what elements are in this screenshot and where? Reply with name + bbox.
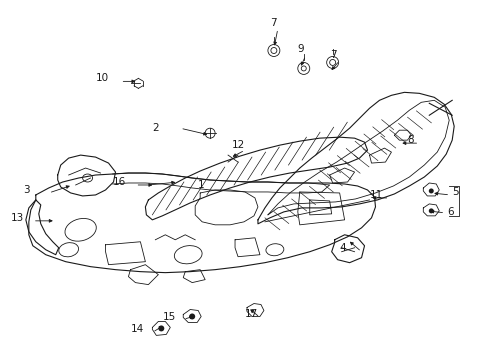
Text: 7: 7 bbox=[269, 18, 276, 28]
Text: 5: 5 bbox=[451, 187, 458, 197]
Circle shape bbox=[158, 325, 164, 332]
Text: 12: 12 bbox=[232, 140, 245, 150]
Text: 3: 3 bbox=[23, 185, 29, 195]
Text: 15: 15 bbox=[162, 312, 175, 323]
Text: 1: 1 bbox=[198, 180, 204, 190]
Text: 8: 8 bbox=[407, 135, 413, 145]
Text: 16: 16 bbox=[112, 177, 125, 187]
Text: 7: 7 bbox=[329, 50, 336, 60]
Text: 2: 2 bbox=[152, 123, 159, 133]
Text: 11: 11 bbox=[369, 190, 382, 200]
Text: 14: 14 bbox=[130, 324, 143, 334]
Circle shape bbox=[189, 314, 195, 319]
Text: 9: 9 bbox=[297, 44, 304, 54]
Text: 10: 10 bbox=[95, 73, 108, 84]
Text: 17: 17 bbox=[244, 310, 258, 319]
Text: 6: 6 bbox=[447, 207, 453, 217]
Circle shape bbox=[428, 208, 433, 213]
Text: 4: 4 bbox=[339, 243, 346, 253]
Circle shape bbox=[428, 189, 433, 193]
Text: 13: 13 bbox=[11, 213, 24, 223]
